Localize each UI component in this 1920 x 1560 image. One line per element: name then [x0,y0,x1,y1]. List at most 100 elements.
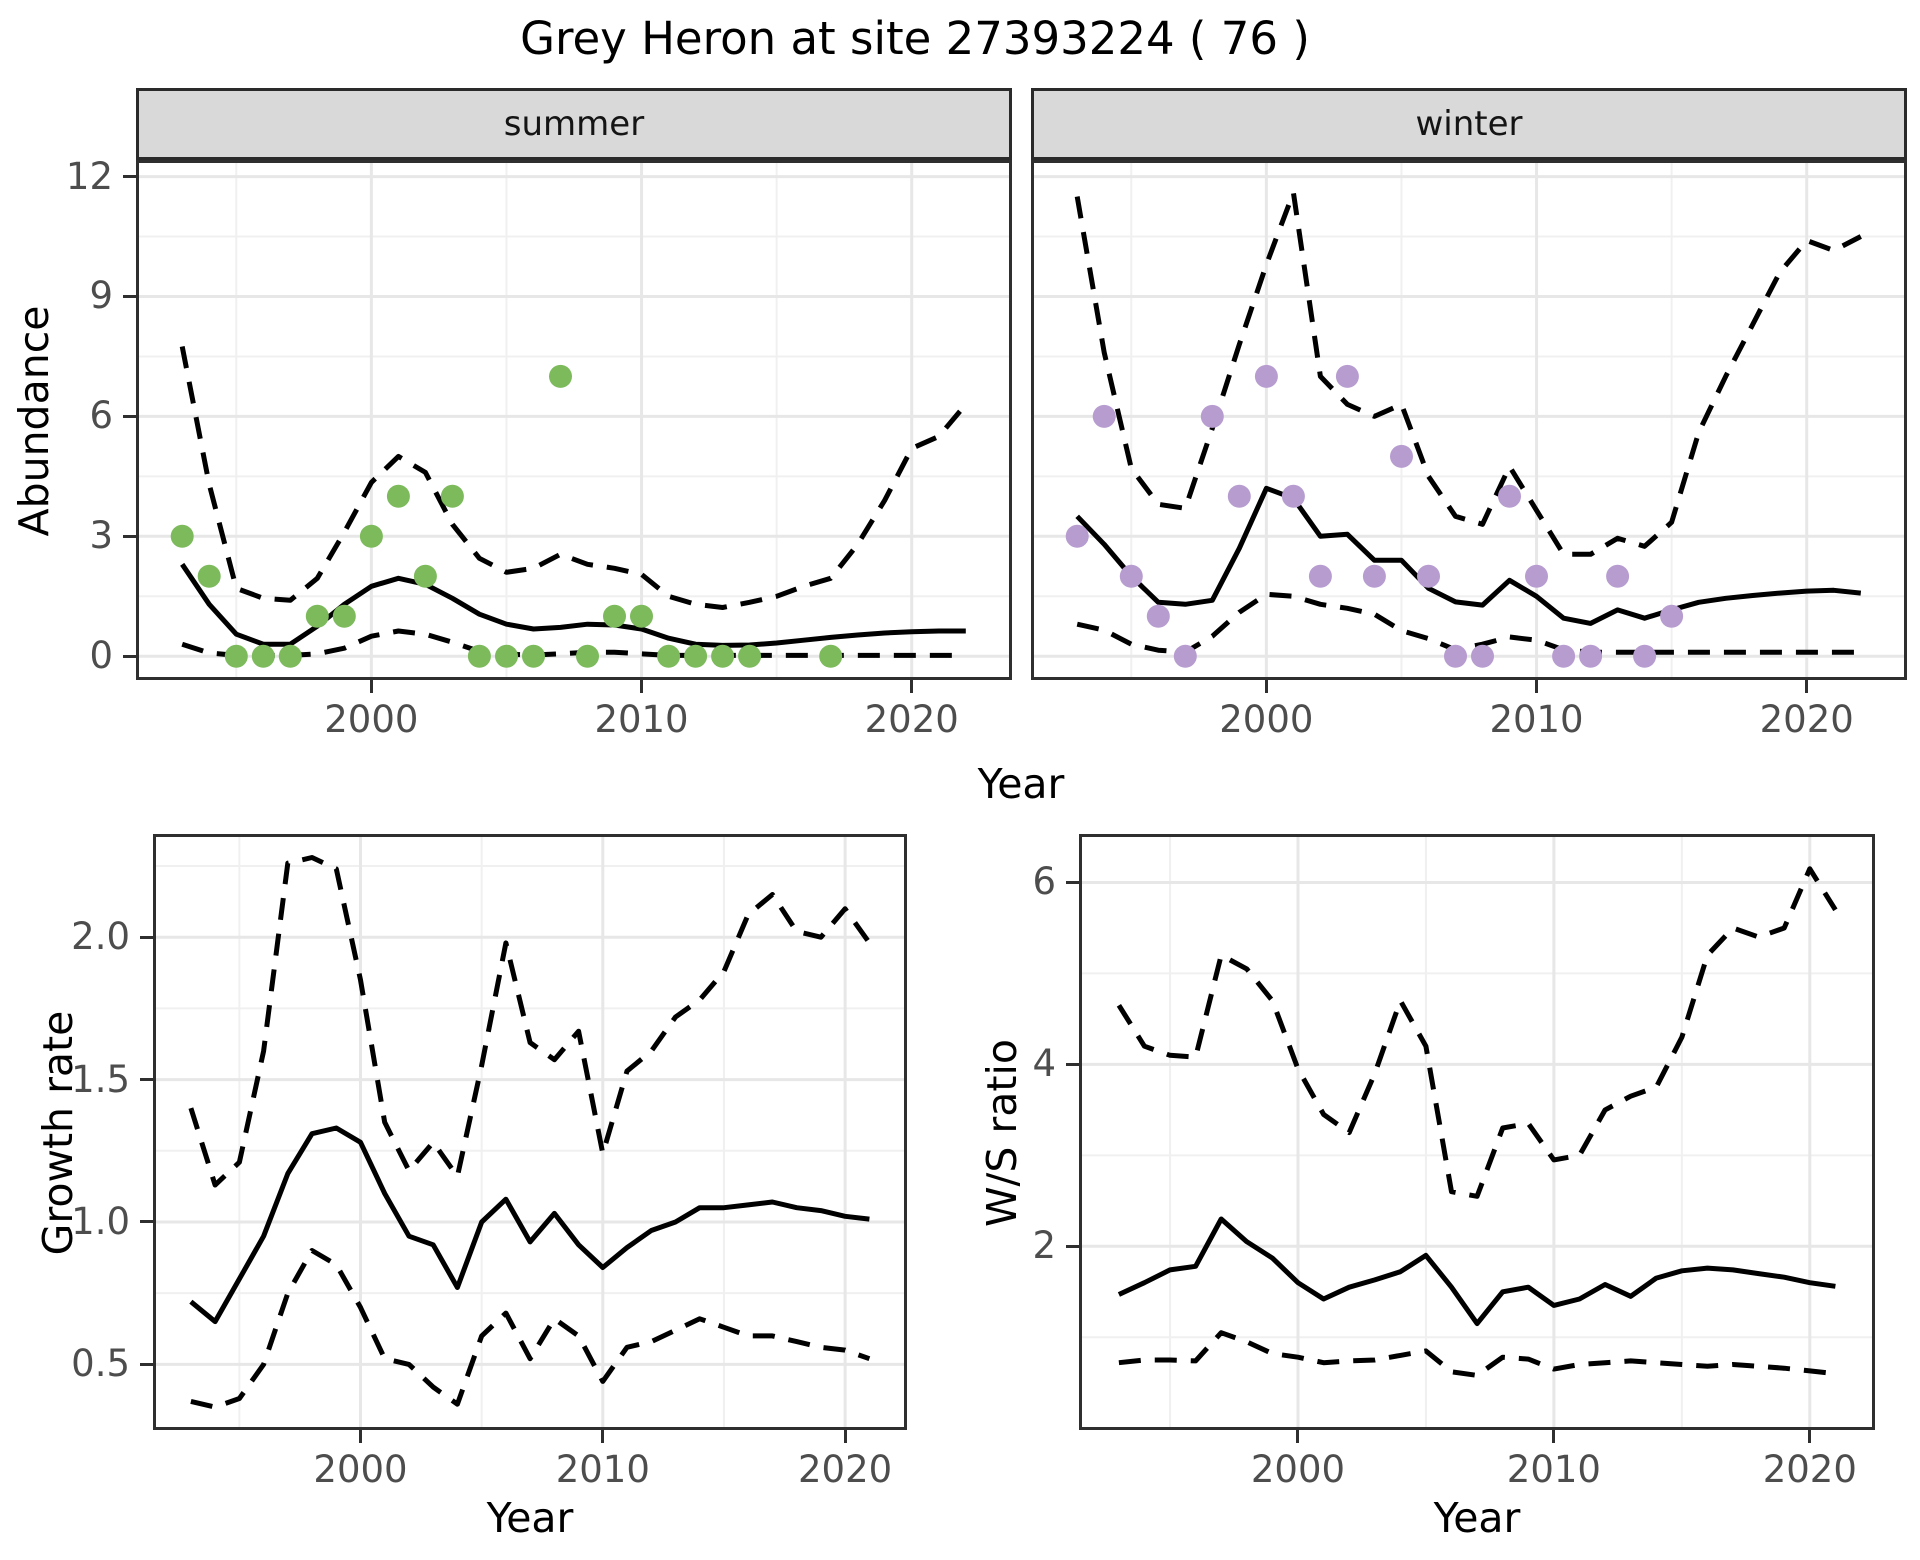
y-tick-label: 9 [89,274,113,318]
point-observed_summer [657,644,681,668]
x-tick-label: 2010 [1506,1448,1601,1491]
y-tick-label: 0.5 [71,1342,130,1386]
panel-growth-rate [153,834,907,1430]
point-observed_winter [1579,644,1603,668]
series-fit-growth [189,1125,870,1325]
point-observed_winter [1281,484,1305,508]
y-tick-label: 2.0 [71,915,130,959]
point-observed_summer [170,524,194,548]
point-observed_summer [819,644,843,668]
point-observed_winter [1227,484,1251,508]
point-observed_winter [1498,484,1521,508]
point-observed_summer [603,604,626,628]
point-observed_summer [495,644,518,668]
point-observed_summer [197,564,221,588]
point-observed_summer [386,484,410,508]
y-tick-label: 0 [89,634,113,678]
y-tick-mark [1066,1244,1079,1248]
y-tick-label: 4 [1032,1042,1056,1086]
plot-area-summer [139,163,1009,677]
point-observed_winter [1146,604,1170,628]
panel-abundance-winter [1031,160,1907,680]
y-tick-mark [1066,1062,1079,1066]
y-axis-title-growth-rate: Growth rate [34,1010,82,1256]
x-tick-label: 2000 [313,1448,408,1491]
point-observed_summer [467,644,491,668]
x-tick-label: 2010 [1489,698,1584,741]
point-observed_summer [224,644,248,668]
x-tick-mark [1808,1430,1812,1443]
series-upper_ci-summer [179,346,968,610]
plot-area-winter [1034,163,1904,677]
x-tick-mark [359,1430,362,1443]
point-observed_winter [1417,564,1440,588]
point-observed_summer [684,644,708,668]
x-tick-mark [369,680,373,693]
point-observed_winter [1606,564,1630,588]
x-tick-label: 2010 [555,1448,650,1491]
y-tick-mark [140,1078,153,1082]
x-tick-label: 2020 [1759,698,1854,741]
series-fit-summer [180,562,966,648]
x-tick-mark [1264,680,1268,693]
y-tick-mark [140,935,153,939]
series-fit-ws [1117,1216,1836,1327]
x-axis-title-year-growth: Year [486,1494,574,1542]
point-observed_summer [440,484,464,508]
y-tick-label: 6 [89,394,113,438]
x-tick-label: 2000 [1250,1448,1346,1491]
y-tick-mark [1066,880,1079,884]
y-tick-mark [123,414,136,418]
panel-ws-ratio [1079,834,1875,1430]
point-observed_summer [630,604,653,628]
point-observed_winter [1552,644,1576,668]
y-tick-label: 3 [89,514,113,558]
x-tick-label: 2020 [798,1448,893,1491]
point-observed_winter [1335,364,1359,388]
point-observed_winter [1119,564,1143,588]
point-observed_winter [1362,564,1386,588]
y-tick-label: 1.0 [71,1199,130,1243]
x-tick-mark [843,1430,847,1443]
x-tick-mark [1296,1430,1300,1443]
facet-strip-summer-label: summer [503,104,645,144]
series-upper_ci-winter [1074,190,1862,557]
y-tick-label: 1.5 [71,1057,130,1101]
point-observed_winter [1660,604,1684,628]
series-lower_ci-winter [1076,591,1861,655]
point-observed_summer [332,604,356,628]
point-observed_winter [1633,644,1657,668]
x-tick-mark [910,680,914,693]
point-observed_winter [1200,404,1224,428]
point-observed_winter [1525,564,1548,588]
y-tick-label: 12 [65,154,113,198]
plot-area-ws [1082,837,1872,1427]
y-tick-label: 6 [1032,860,1056,904]
point-observed_summer [413,564,437,588]
point-observed_summer [278,644,302,668]
point-observed_summer [522,644,545,668]
x-tick-mark [1535,680,1539,693]
point-observed_summer [251,644,275,668]
x-tick-label: 2010 [594,698,689,741]
x-axis-title-year-top: Year [977,760,1065,808]
y-tick-mark [140,1220,153,1224]
x-axis-title-year-ws: Year [1433,1494,1521,1542]
series-lower_ci-growth [190,1248,871,1410]
point-observed_summer [359,524,383,548]
x-tick-label: 2000 [1219,698,1314,741]
x-tick-mark [1805,680,1809,693]
y-tick-label: 2 [1032,1224,1056,1268]
x-tick-mark [1552,1430,1556,1443]
x-tick-mark [601,1430,605,1443]
series-upper_ci-growth [188,855,872,1188]
facet-strip-winter: winter [1031,88,1907,160]
point-observed_winter [1308,564,1332,588]
point-observed_winter [1065,524,1089,548]
facet-strip-summer: summer [136,88,1012,160]
point-observed_winter [1471,644,1494,668]
facet-strip-winter-label: winter [1415,104,1523,144]
y-tick-mark [123,294,136,298]
point-observed_winter [1444,644,1467,668]
y-tick-mark [123,175,136,179]
